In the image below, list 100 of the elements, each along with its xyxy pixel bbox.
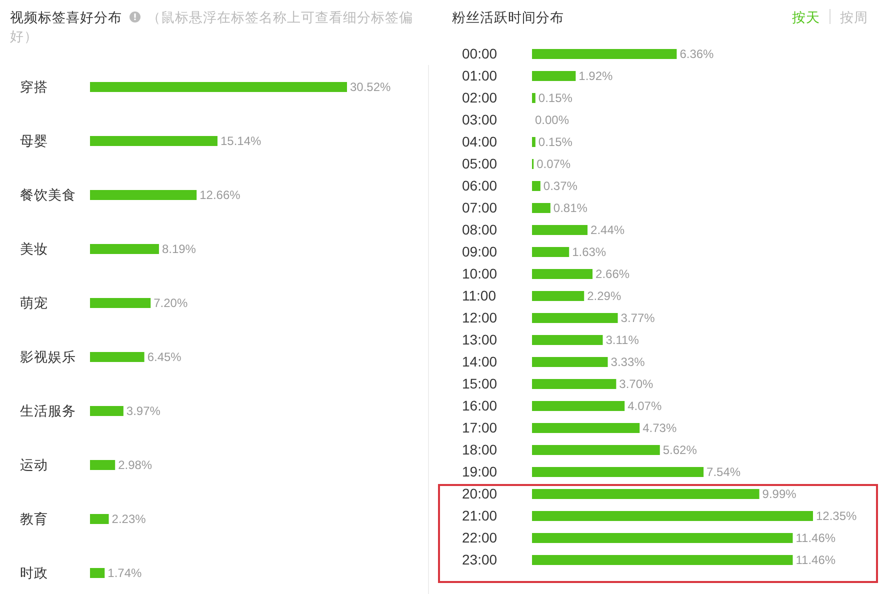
bar [532, 445, 660, 455]
y-tick-label: 05:00 [462, 156, 498, 172]
bar [532, 357, 608, 367]
y-tick-label: 18:00 [462, 442, 498, 458]
y-tick-label: 20:00 [462, 486, 498, 502]
data-label: 30.52% [350, 80, 392, 94]
bar [90, 244, 159, 254]
y-tick-label: 13:00 [462, 332, 498, 348]
y-tick-label: 23:00 [462, 552, 498, 568]
y-tick-label: 运动 [20, 458, 48, 472]
y-tick-label: 17:00 [462, 420, 498, 436]
data-label: 3.97% [126, 404, 161, 418]
y-tick-label: 时政 [20, 566, 48, 580]
data-label: 2.29% [587, 289, 622, 304]
y-tick-label: 01:00 [462, 68, 498, 84]
data-label: 7.20% [154, 296, 188, 310]
y-tick-label: 03:00 [462, 112, 498, 128]
data-label: 0.15% [538, 91, 573, 106]
y-tick-label: 15:00 [462, 376, 498, 392]
bar [90, 82, 347, 92]
bar [532, 423, 640, 433]
data-label: 1.63% [572, 245, 606, 260]
bar [532, 269, 593, 279]
y-tick-label: 02:00 [462, 90, 498, 106]
y-tick-label: 06:00 [462, 178, 498, 194]
y-tick-label: 08:00 [462, 222, 498, 238]
data-label: 1.74% [108, 566, 142, 580]
bar [90, 514, 109, 524]
y-tick-label: 21:00 [462, 508, 498, 524]
y-tick-label: 教育 [20, 510, 48, 526]
y-tick-label: 19:00 [462, 464, 498, 480]
bar [90, 568, 105, 578]
y-tick-label: 16:00 [462, 398, 498, 414]
bar [532, 247, 570, 257]
data-label: 4.73% [642, 421, 677, 436]
bar [532, 489, 760, 499]
data-label: 3.11% [606, 333, 640, 348]
data-label: 0.07% [536, 157, 571, 172]
y-tick-label: 22:00 [462, 530, 498, 546]
y-tick-label: 07:00 [462, 200, 498, 216]
bar [90, 298, 151, 308]
y-tick-label: 美妆 [20, 242, 48, 256]
text: 按天 [792, 10, 820, 25]
data-label: 15.14% [220, 134, 262, 148]
data-label: 6.36% [680, 47, 714, 62]
bar [90, 352, 144, 362]
data-label: 8.19% [162, 242, 196, 256]
data-label: 3.70% [619, 377, 654, 392]
bar [532, 379, 616, 389]
data-label: 0.15% [538, 135, 573, 150]
data-label: 12.35% [816, 509, 858, 524]
data-label: 5.62% [662, 443, 698, 458]
data-label: 7.54% [706, 465, 741, 480]
y-tick-label: 12:00 [462, 310, 498, 326]
y-tick-label: 母婴 [20, 134, 48, 148]
bar [532, 511, 813, 521]
bar [532, 401, 625, 411]
y-tick-label: 00:00 [462, 46, 498, 62]
bar [90, 190, 197, 200]
bar [532, 181, 540, 191]
bar [532, 533, 793, 543]
data-label: 2.44% [590, 223, 625, 238]
chart-title: 视频标签喜好分布 [10, 10, 122, 25]
data-label: 6.45% [147, 350, 182, 364]
y-tick-label: 14:00 [462, 354, 498, 370]
bar [532, 93, 536, 103]
bar [532, 291, 584, 301]
data-label: 3.77% [620, 311, 656, 326]
y-tick-label: 萌宠 [20, 296, 48, 310]
y-tick-label: 10:00 [462, 266, 498, 282]
bar [532, 203, 550, 213]
data-label: 2.98% [118, 458, 152, 472]
data-label: 2.23% [112, 512, 146, 526]
data-label: 11.46% [796, 531, 836, 546]
bar [532, 313, 618, 323]
text: 按周 [840, 10, 868, 25]
chart-title: 粉丝活跃时间分布 [452, 10, 564, 25]
bar [532, 335, 603, 345]
bar [532, 71, 576, 81]
bar [532, 467, 704, 477]
y-tick-label: 生活服务 [20, 404, 76, 418]
y-tick-label: 09:00 [462, 244, 498, 260]
bar [90, 406, 124, 416]
bar [532, 555, 793, 565]
y-tick-label: 穿搭 [20, 80, 48, 94]
bar [90, 136, 218, 146]
data-label: 4.07% [628, 399, 662, 414]
y-tick-label: 餐饮美食 [20, 188, 76, 202]
data-label: 0.37% [543, 179, 578, 194]
data-label: 0.00% [535, 113, 570, 128]
data-label: 1.92% [578, 69, 614, 84]
y-tick-label: 11:00 [462, 288, 496, 304]
bar [532, 49, 677, 59]
y-tick-label: 04:00 [462, 134, 498, 150]
data-label: 12.66% [200, 188, 241, 202]
y-tick-label: 影视娱乐 [20, 350, 76, 364]
bar [532, 137, 536, 147]
data-label: 0.81% [553, 201, 588, 216]
data-label: 9.99% [762, 487, 797, 502]
data-label: 3.33% [610, 355, 646, 370]
